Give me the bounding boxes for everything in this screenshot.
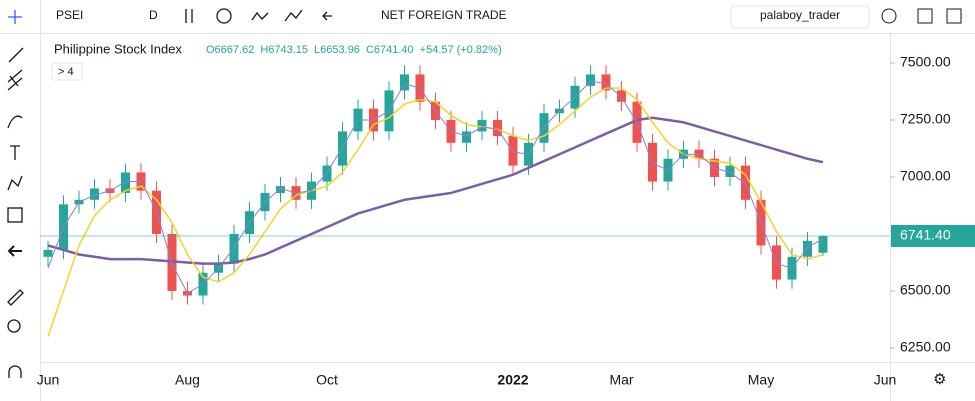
y-tick-label: 6250.00 (900, 339, 951, 355)
candle-body (508, 135, 518, 166)
candle-body (818, 235, 828, 253)
fullscreen[interactable] (917, 8, 933, 24)
indicator-button[interactable]: NET FOREIGN TRADE (381, 8, 507, 22)
candle-body (322, 165, 332, 182)
collapse-label[interactable]: > 4 (58, 66, 74, 78)
line-tool[interactable] (8, 47, 24, 63)
magnet-tool[interactable] (8, 365, 22, 378)
candle-body (90, 188, 99, 200)
moving-average (47, 116, 824, 265)
chart-title: Philippine Stock Index (54, 41, 182, 56)
ohlc-value: O6667.62 (206, 44, 254, 56)
user[interactable]: palaboy_trader (760, 8, 840, 22)
y-tick-label: 7500.00 (900, 54, 951, 70)
ohlc-value: +54.57 (+0.82%) (420, 44, 502, 56)
chart-type[interactable] (185, 9, 193, 23)
candle-body (477, 120, 487, 132)
ohlc-legend: O6667.62 H6743.15 L6653.96 C6741.40 +54.57 (… (206, 44, 502, 56)
candle-body (338, 131, 347, 166)
pattern-tool[interactable] (7, 175, 23, 191)
measure-tool[interactable] (7, 207, 23, 223)
x-tick-label: 2022 (497, 372, 528, 388)
interval[interactable]: D (149, 8, 158, 22)
candle-body (725, 165, 735, 178)
collapse-box[interactable] (51, 62, 83, 81)
undo[interactable] (322, 11, 332, 21)
candle-body (741, 165, 750, 200)
y-tick-label: 6500.00 (900, 282, 951, 298)
ohlc-value: H6743.15 (260, 44, 308, 56)
user-box[interactable] (730, 5, 870, 29)
snapshot[interactable] (946, 8, 962, 24)
symbol[interactable]: PSEI (56, 8, 83, 22)
price-tag (891, 224, 975, 247)
moving-average (47, 80, 824, 294)
x-tick-label: Mar (609, 372, 633, 388)
candle-body (121, 172, 130, 193)
top-tools[interactable] (185, 8, 332, 24)
text-tool[interactable] (10, 145, 20, 160)
compare[interactable] (251, 11, 269, 21)
candle-body (601, 74, 611, 91)
back-tool[interactable] (7, 245, 22, 257)
candle-body (586, 74, 595, 86)
fib-tool[interactable] (7, 69, 23, 91)
x-tick-label: Jun (874, 372, 897, 388)
y-tick-label: 7250.00 (900, 111, 951, 127)
y-tick-label: 7000.00 (900, 168, 951, 184)
add[interactable] (216, 8, 232, 24)
candle-body (276, 186, 285, 193)
candle-body (617, 90, 626, 102)
moving-average (47, 87, 824, 337)
settings[interactable] (881, 8, 897, 24)
ohlc-value: C6741.40 (366, 44, 414, 56)
candle-body (43, 249, 53, 257)
candle-body (539, 113, 549, 143)
indicators[interactable] (284, 9, 303, 22)
candle-body (803, 240, 812, 257)
ruler-tool[interactable] (7, 289, 24, 306)
x-tick-label: Oct (316, 372, 338, 388)
x-tick-label: Jun (37, 372, 60, 388)
candle-body (493, 120, 502, 136)
zoom-tool[interactable] (7, 319, 21, 333)
time-settings[interactable]: ⚙ (933, 371, 946, 388)
candle-body (462, 131, 471, 143)
left-tools[interactable] (7, 10, 24, 378)
ohlc-value: L6653.96 (314, 44, 360, 56)
x-tick-label: May (748, 372, 774, 388)
candle-body (229, 233, 239, 264)
candle-body (400, 74, 409, 91)
x-tick-label: Aug (175, 372, 200, 388)
crosshair-tool[interactable] (8, 10, 22, 24)
price-tag-label: 6741.40 (900, 227, 951, 243)
brush-tool[interactable] (7, 115, 23, 129)
